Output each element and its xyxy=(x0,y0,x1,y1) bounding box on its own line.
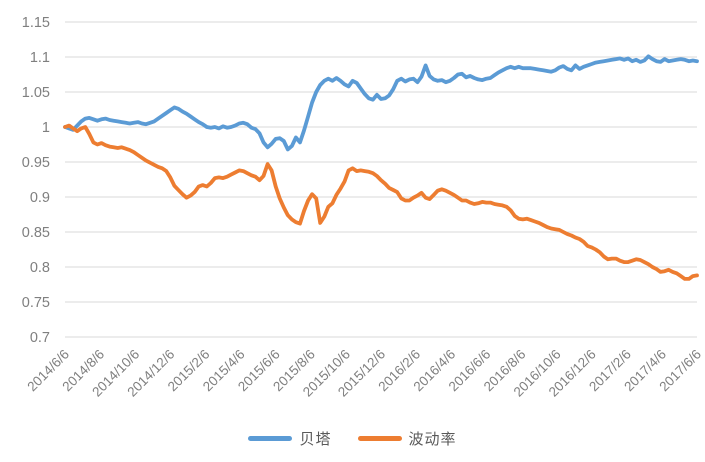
y-tick-label: 1 xyxy=(42,120,50,136)
y-tick-label: 0.9 xyxy=(30,190,50,206)
y-tick-label: 0.75 xyxy=(22,295,50,311)
y-tick-label: 0.7 xyxy=(30,330,50,346)
legend-item-beta: 贝塔 xyxy=(248,428,331,449)
y-tick-label: 0.8 xyxy=(30,260,50,276)
legend-label-volatility: 波动率 xyxy=(408,431,457,448)
legend-swatch-beta xyxy=(248,436,293,441)
y-tick-label: 0.85 xyxy=(22,225,50,241)
legend-item-volatility: 波动率 xyxy=(357,428,457,449)
y-tick-label: 1.1 xyxy=(30,50,50,66)
y-tick-label: 1.15 xyxy=(22,15,50,31)
series-line-beta xyxy=(63,54,699,152)
legend-label-beta: 贝塔 xyxy=(299,431,332,448)
series-line-volatility xyxy=(63,123,699,281)
y-tick-label: 0.95 xyxy=(22,155,50,171)
y-tick-label: 1.05 xyxy=(22,85,50,101)
chart-canvas: 1.151.11.0510.950.90.850.80.750.72014/6/… xyxy=(22,15,704,400)
chart-legend: 贝塔 波动率 xyxy=(0,428,705,449)
legend-swatch-volatility xyxy=(357,436,402,441)
